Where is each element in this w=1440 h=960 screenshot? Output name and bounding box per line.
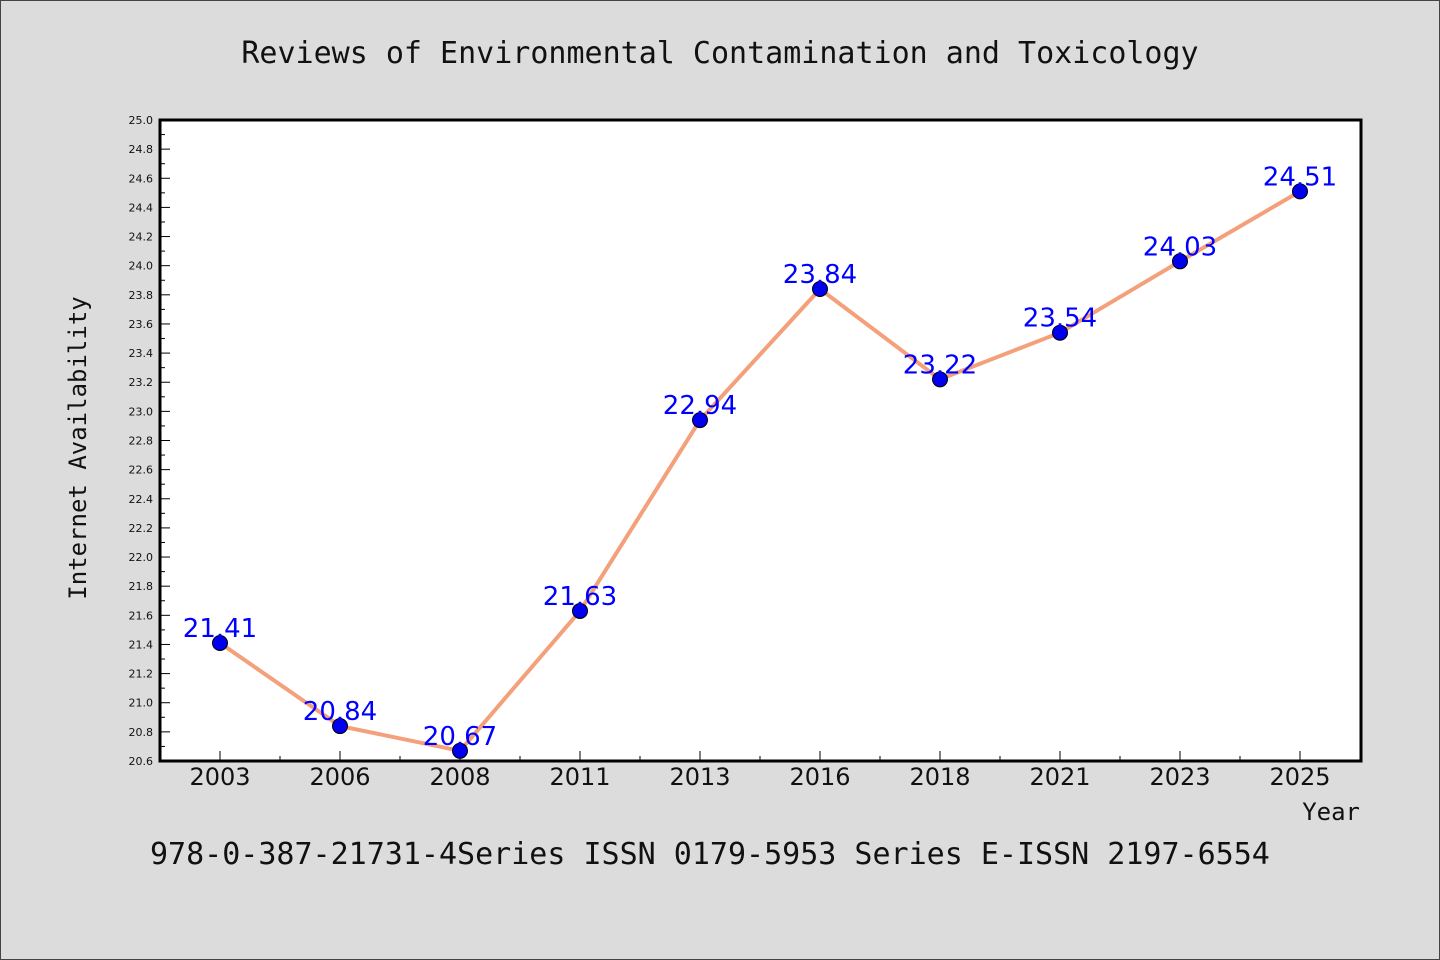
y-tick-label: 21.4 (129, 638, 154, 651)
y-tick-label: 23.8 (129, 289, 154, 302)
y-tick-label: 21.6 (129, 609, 154, 622)
x-tick-label: 2023 (1149, 763, 1210, 791)
y-tick-label: 24.0 (129, 260, 154, 273)
y-tick-label: 22.8 (129, 435, 154, 448)
y-tick-label: 20.8 (129, 726, 154, 739)
data-label: 21.63 (543, 582, 617, 612)
data-point (572, 602, 588, 619)
y-tick-label: 24.4 (129, 201, 154, 214)
y-tick-label: 24.6 (129, 172, 154, 185)
chart-title: Reviews of Environmental Contamination a… (241, 36, 1198, 71)
x-tick-label: 2011 (549, 763, 610, 791)
footer-isbn-issn: 978-0-387-21731-4Series ISSN 0179-5953 S… (150, 837, 1270, 872)
data-label: 23.54 (1023, 304, 1097, 334)
y-tick-label: 23.0 (129, 405, 154, 418)
data-point (1292, 183, 1308, 200)
x-axis-label: Year (1302, 798, 1360, 826)
x-tick-label: 2025 (1269, 763, 1330, 791)
y-tick-label: 22.2 (129, 522, 154, 535)
data-label: 20.84 (303, 697, 377, 727)
data-point (1052, 324, 1068, 341)
x-tick-label: 2018 (909, 763, 970, 791)
y-tick-label: 21.2 (129, 668, 154, 681)
y-tick-label: 21.8 (129, 580, 154, 593)
y-tick-label: 22.0 (129, 551, 154, 564)
y-tick-label: 21.0 (129, 697, 154, 710)
y-tick-label: 23.2 (129, 376, 154, 389)
y-axis-label: Internet Availability (64, 296, 92, 599)
data-point (812, 280, 828, 297)
x-tick-label: 2016 (789, 763, 850, 791)
series-group: 21.41 20.84 20.67 21.63 22.94 23.84 23.22 23.54… (183, 162, 1337, 759)
data-label: 24.03 (1143, 232, 1217, 262)
series-line (218, 189, 1302, 753)
data-point (452, 742, 468, 759)
data-point (1172, 253, 1188, 270)
x-tick-label: 2013 (669, 763, 730, 791)
y-tick-label: 25.0 (129, 114, 154, 127)
y-tick-label: 23.4 (129, 347, 154, 360)
data-label: 24.51 (1263, 162, 1337, 192)
data-label: 20.67 (423, 722, 497, 752)
data-label: 23.22 (903, 350, 977, 380)
x-tick-label: 2006 (309, 763, 370, 791)
x-tick-label: 2021 (1029, 763, 1090, 791)
y-tick-label: 22.6 (129, 464, 154, 477)
y-axis: 20.6 20.8 21.0 21.2 21.4 21.6 21.8 22.0 22.2 22.4… (129, 114, 170, 768)
x-tick-label: 2003 (189, 763, 250, 791)
data-point (332, 718, 348, 735)
plot-area (158, 118, 1363, 763)
y-tick-label: 24.8 (129, 143, 154, 156)
data-label: 22.94 (663, 391, 737, 421)
data-point (212, 634, 228, 651)
data-label: 21.41 (183, 614, 257, 644)
y-tick-label: 23.6 (129, 318, 154, 331)
x-axis: 2003 2006 2008 2011 2013 2016 2018 2021 2023 2025 (189, 751, 1331, 791)
x-tick-label: 2008 (429, 763, 490, 791)
data-label: 23.84 (783, 260, 857, 290)
data-point (932, 371, 948, 388)
y-tick-label: 24.2 (129, 231, 154, 244)
y-tick-label: 20.6 (129, 755, 154, 768)
y-tick-label: 22.4 (129, 493, 154, 506)
data-point (692, 412, 708, 429)
